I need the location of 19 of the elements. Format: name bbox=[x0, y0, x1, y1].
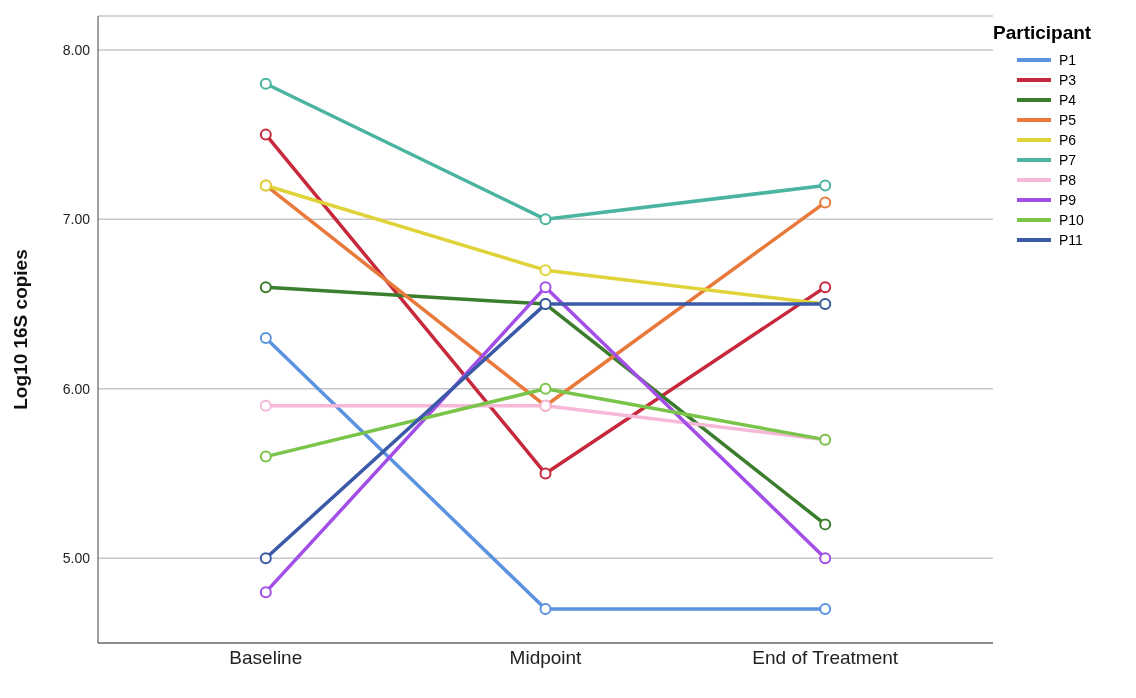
legend-label: P4 bbox=[1059, 92, 1077, 108]
x-tick-label: Midpoint bbox=[509, 647, 583, 669]
y-axis-title: Log10 16S copies bbox=[9, 249, 31, 410]
legend-label: P1 bbox=[1059, 52, 1077, 68]
legend-label: P10 bbox=[1059, 212, 1084, 228]
y-tick-label: 6.00 bbox=[62, 380, 91, 397]
x-tick-label: End of Treatment bbox=[752, 647, 899, 669]
legend-label: P11 bbox=[1059, 232, 1083, 248]
legend-title: Participant bbox=[993, 22, 1093, 44]
y-tick-label: 5.00 bbox=[62, 550, 91, 567]
legend-label: P8 bbox=[1059, 172, 1077, 188]
y-tick-label: 8.00 bbox=[62, 41, 91, 58]
legend-label: P5 bbox=[1059, 112, 1077, 128]
y-tick-label: 7.00 bbox=[62, 211, 91, 228]
legend-label: P9 bbox=[1059, 192, 1077, 208]
legend-label: P7 bbox=[1059, 152, 1077, 168]
legend-label: P6 bbox=[1059, 132, 1077, 148]
x-tick-label: Baseline bbox=[229, 647, 303, 669]
legend-label: P3 bbox=[1059, 72, 1077, 88]
